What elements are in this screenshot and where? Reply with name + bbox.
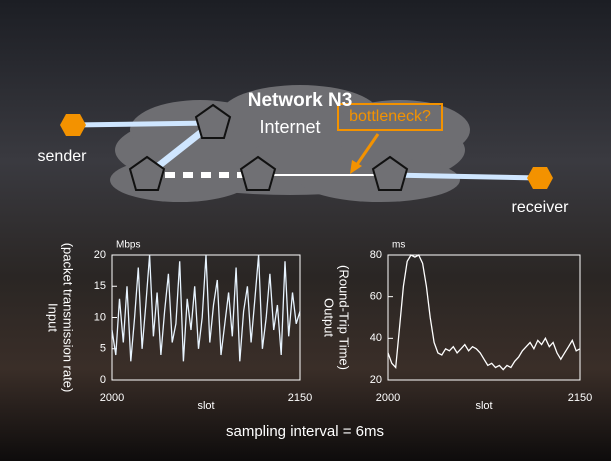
title: Network N3 xyxy=(248,90,353,111)
y-tick-label: 60 xyxy=(370,291,382,303)
sender-label: sender xyxy=(38,148,88,165)
receiver-node xyxy=(527,167,553,189)
x-axis-label: slot xyxy=(475,400,492,412)
x-tick-label: 2150 xyxy=(288,392,312,404)
y-axis-label: Output xyxy=(322,298,337,337)
unit-label: Mbps xyxy=(116,240,140,251)
y-tick-label: 15 xyxy=(94,280,106,292)
receiver-label: receiver xyxy=(512,199,570,216)
plot-frame xyxy=(387,254,581,381)
annotation: bottleneck? xyxy=(349,108,431,125)
x-tick-label: 2000 xyxy=(100,392,124,404)
annotation-arrow xyxy=(354,133,380,167)
x-axis-label: slot xyxy=(197,400,214,412)
y-axis-label: (Round-Trip Time) xyxy=(337,265,352,370)
x-tick-label: 2150 xyxy=(568,392,592,404)
routers xyxy=(128,103,409,191)
y-axis-label: Input xyxy=(46,303,61,332)
annotation-box xyxy=(337,103,443,131)
y-tick-label: 20 xyxy=(94,249,106,261)
y-tick-label: 40 xyxy=(370,332,382,344)
y-axis-label: (packet transmission rate) xyxy=(61,243,76,393)
arrow-head xyxy=(350,160,362,174)
y-tick-label: 10 xyxy=(94,311,106,323)
caption: sampling interval = 6ms xyxy=(226,423,384,440)
y-tick-label: 0 xyxy=(100,374,106,386)
y-tick-label: 20 xyxy=(370,374,382,386)
data-line xyxy=(111,254,301,362)
y-tick-label: 80 xyxy=(370,249,382,261)
x-tick-label: 2000 xyxy=(376,392,400,404)
y-tick-label: 5 xyxy=(100,343,106,355)
cloud-label: Internet xyxy=(259,117,320,137)
data-line xyxy=(387,254,581,371)
unit-label: ms xyxy=(392,240,405,251)
sender-node xyxy=(60,114,86,136)
